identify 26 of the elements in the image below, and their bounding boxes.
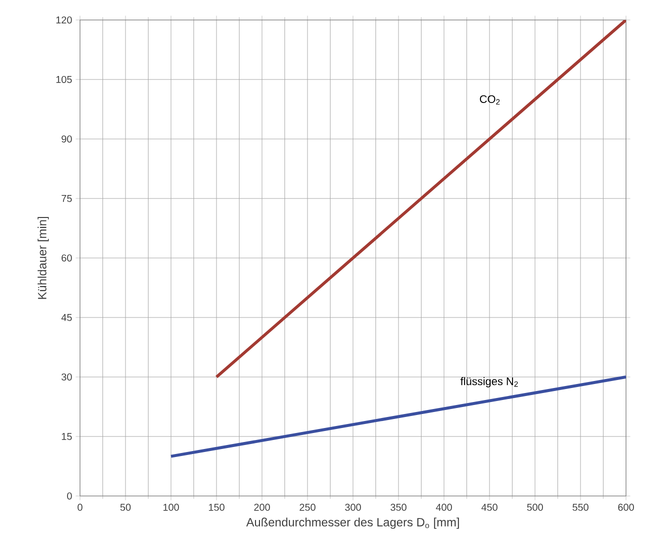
y-tick-label: 15 xyxy=(62,433,72,440)
y-tick-label: 75 xyxy=(62,195,72,202)
y-axis-title: Kühldauer [min] xyxy=(38,216,49,299)
x-tick-label: 200 xyxy=(254,504,270,511)
y-tick-label: 105 xyxy=(56,76,72,84)
x-tick-label: 600 xyxy=(618,504,634,511)
x-tick-label: 50 xyxy=(120,504,131,511)
x-tick-label: 500 xyxy=(527,504,543,511)
x-tick-label: 0 xyxy=(78,504,82,511)
y-tick-label: 120 xyxy=(56,16,72,24)
x-axis-title: Außendurchmesser des Lagers D$_{o}$ [mm] xyxy=(246,518,459,529)
x-tick-label: 450 xyxy=(481,504,498,511)
y-tick-label: 0 xyxy=(67,492,72,500)
y-tick-label: 30 xyxy=(62,373,72,381)
x-tick-label: 550 xyxy=(572,504,588,511)
x-tick-label: 100 xyxy=(163,504,179,511)
series-label: CO$_{2}$ xyxy=(480,95,500,105)
x-tick-label: 300 xyxy=(345,504,361,511)
y-tick-label: 60 xyxy=(62,254,72,262)
series-label: flüssiges N$_{2}$ xyxy=(460,377,518,388)
x-tick-label: 350 xyxy=(390,504,406,511)
y-tick-label: 90 xyxy=(62,135,72,143)
y-tick-label: 45 xyxy=(61,314,72,321)
x-tick-label: 150 xyxy=(208,504,224,511)
x-tick-label: 250 xyxy=(300,504,316,511)
x-tick-label: 400 xyxy=(436,504,452,511)
